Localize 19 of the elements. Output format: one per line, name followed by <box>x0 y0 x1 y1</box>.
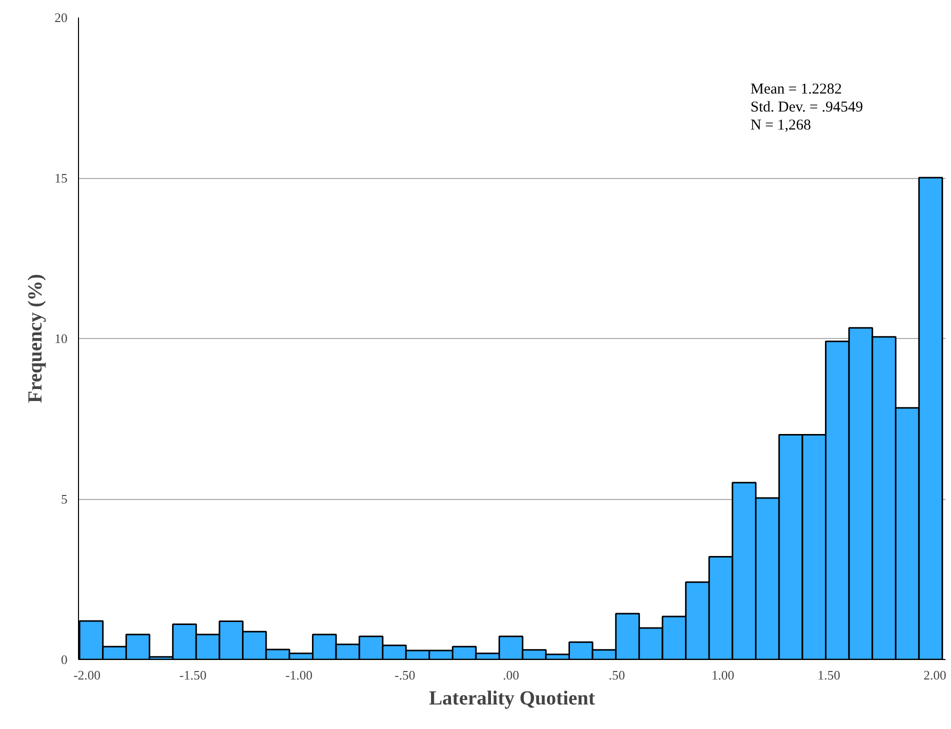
x-tick-label: .50 <box>608 668 626 682</box>
y-tick-label: 20 <box>54 10 68 25</box>
annotation: N = 1,268 <box>750 118 812 134</box>
y-tick-label: 0 <box>61 652 68 667</box>
x-tick-label: .00 <box>502 668 520 682</box>
annotation: Std. Dev. = .94549 <box>750 100 863 116</box>
x-tick-label: -2.00 <box>73 668 101 682</box>
x-tick-label: -1.50 <box>179 668 207 682</box>
y-tick-label: 10 <box>54 331 68 346</box>
y-tick-label: 5 <box>61 492 68 506</box>
x-tick-label: -1.00 <box>285 668 313 682</box>
x-axis-title: Laterality Quotient <box>428 688 596 710</box>
y-axis-title: Frequency (%) <box>24 274 46 404</box>
x-tick-label: 1.50 <box>818 668 840 682</box>
x-tick-label: 2.00 <box>924 668 946 682</box>
annotation: Mean = 1.2282 <box>750 82 842 98</box>
y-tick-label: 15 <box>54 170 68 186</box>
x-tick-label: 1.00 <box>712 668 734 682</box>
x-tick-label: -.50 <box>394 668 416 682</box>
